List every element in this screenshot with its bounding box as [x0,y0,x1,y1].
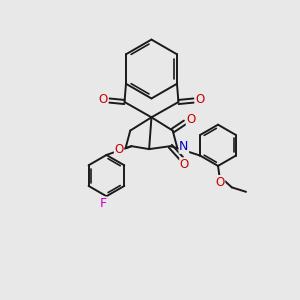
Text: O: O [180,158,189,171]
Text: O: O [215,176,225,189]
Text: O: O [99,93,108,106]
Text: F: F [100,197,107,210]
Text: O: O [115,143,124,156]
Text: O: O [195,93,204,106]
Text: O: O [186,113,196,126]
Text: N: N [179,140,188,153]
